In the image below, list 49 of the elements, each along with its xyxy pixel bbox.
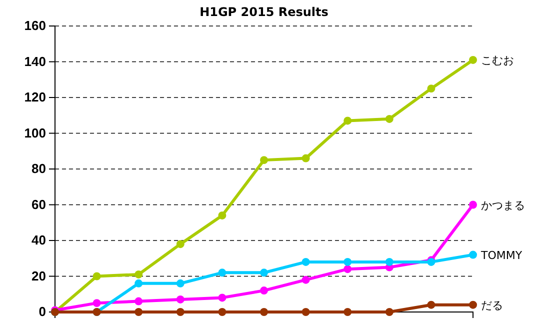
- point: [176, 279, 184, 288]
- point: [218, 211, 226, 220]
- y-tick-label: 60: [32, 196, 46, 212]
- point: [218, 294, 226, 302]
- point: [134, 279, 143, 288]
- point: [302, 276, 310, 284]
- point: [427, 84, 436, 93]
- point: [469, 200, 477, 209]
- point: [427, 300, 436, 309]
- y-tick-label: 0: [38, 304, 46, 320]
- point: [302, 258, 310, 266]
- point: [176, 240, 184, 248]
- point: [218, 268, 226, 277]
- point: [302, 308, 310, 316]
- point: [176, 308, 184, 316]
- series-label: TOMMY: [480, 248, 522, 262]
- point: [385, 258, 394, 266]
- chart-title: H1GP 2015 Results: [200, 5, 328, 19]
- point: [469, 250, 477, 259]
- y-tick-label: 20: [32, 268, 46, 284]
- point: [176, 296, 184, 304]
- point: [134, 297, 143, 306]
- point: [134, 270, 143, 278]
- point: [469, 56, 477, 64]
- point: [260, 286, 268, 295]
- y-tick-label: 100: [24, 125, 46, 140]
- point: [134, 308, 143, 316]
- y-tick-label: 40: [32, 232, 46, 248]
- point: [385, 114, 394, 123]
- y-tick-label: 120: [24, 90, 46, 105]
- point: [92, 299, 101, 308]
- point: [344, 116, 352, 125]
- point: [344, 265, 352, 274]
- point: [218, 308, 226, 316]
- y-tick-label: 160: [24, 18, 46, 34]
- point: [260, 308, 268, 316]
- point: [302, 154, 310, 162]
- point: [344, 308, 352, 316]
- point: [92, 272, 101, 280]
- point: [344, 258, 352, 266]
- point: [260, 156, 268, 164]
- point: [385, 308, 394, 316]
- series-label: かつまる: [481, 198, 525, 212]
- point: [469, 300, 477, 309]
- series-label: だる: [481, 298, 503, 312]
- y-tick-label: 80: [32, 161, 46, 176]
- series-label: こむお: [481, 54, 514, 67]
- y-tick-label: 140: [24, 54, 46, 69]
- point: [260, 268, 268, 277]
